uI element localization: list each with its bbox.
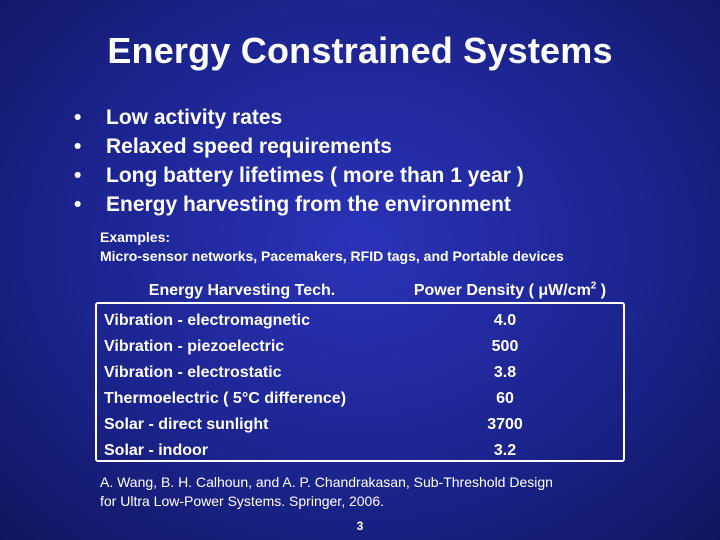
- table-cell-tech: Vibration - electromagnetic: [104, 312, 310, 329]
- bullet-list: • Low activity rates • Relaxed speed requi…: [74, 103, 524, 219]
- examples-text: Micro-sensor networks, Pacemakers, RFID …: [100, 248, 564, 264]
- table-header-power: Power Density ( μW/cm2 ): [388, 278, 632, 304]
- bullet-dot-icon: •: [74, 106, 82, 129]
- table-cell-power: 3.2: [493, 442, 517, 459]
- power-header-suffix: ): [596, 282, 607, 299]
- table-header-tech: Energy Harvesting Tech.: [148, 282, 336, 299]
- power-header-sup: 2: [590, 280, 597, 292]
- bullet-item: • Low activity rates: [74, 103, 524, 132]
- table-cell-power: 500: [491, 338, 519, 355]
- bullet-text: Low activity rates: [106, 106, 283, 129]
- table-cell-power: 60: [496, 390, 514, 407]
- table-column-tech: Vibration - electromagnetic Vibration - …: [104, 308, 346, 464]
- citation: A. Wang, B. H. Calhoun, and A. P. Chandr…: [100, 473, 553, 511]
- citation-line: A. Wang, B. H. Calhoun, and A. P. Chandr…: [100, 474, 553, 490]
- examples-heading: Examples:: [100, 229, 171, 245]
- bullet-text: Energy harvesting from the environment: [106, 193, 511, 216]
- table-cell-power: 4.0: [493, 312, 517, 329]
- table-cell-tech: Solar - direct sunlight: [104, 416, 269, 433]
- page-number: 3: [356, 519, 364, 533]
- table-cell-tech: Thermoelectric ( 5°C difference): [104, 390, 347, 407]
- bullet-dot-icon: •: [74, 164, 82, 187]
- table-box: [95, 302, 625, 462]
- table-cell-power: 3.8: [493, 364, 517, 381]
- bullet-item: • Energy harvesting from the environment: [74, 190, 524, 219]
- power-header-prefix: Power Density ( μW/cm: [413, 282, 591, 299]
- slide-title: Energy Constrained Systems: [107, 30, 613, 71]
- table-cell-tech: Vibration - electrostatic: [104, 364, 282, 381]
- citation-line: for Ultra Low-Power Systems. Springer, 2…: [100, 493, 385, 509]
- table-cell-power: 3700: [487, 416, 523, 433]
- table-column-power: 4.0 500 3.8 60 3700 3.2: [440, 308, 570, 464]
- table-cell-tech: Vibration - piezoelectric: [104, 338, 285, 355]
- table-cell-tech: Solar - indoor: [104, 442, 208, 459]
- bullet-item: • Relaxed speed requirements: [74, 132, 524, 161]
- bullet-text: Long battery lifetimes ( more than 1 yea…: [106, 164, 524, 187]
- bullet-text: Relaxed speed requirements: [106, 135, 392, 158]
- examples-block: Examples: Micro-sensor networks, Pacemak…: [100, 228, 564, 266]
- bullet-item: • Long battery lifetimes ( more than 1 ye…: [74, 161, 524, 190]
- bullet-dot-icon: •: [74, 193, 82, 216]
- bullet-dot-icon: •: [74, 135, 82, 158]
